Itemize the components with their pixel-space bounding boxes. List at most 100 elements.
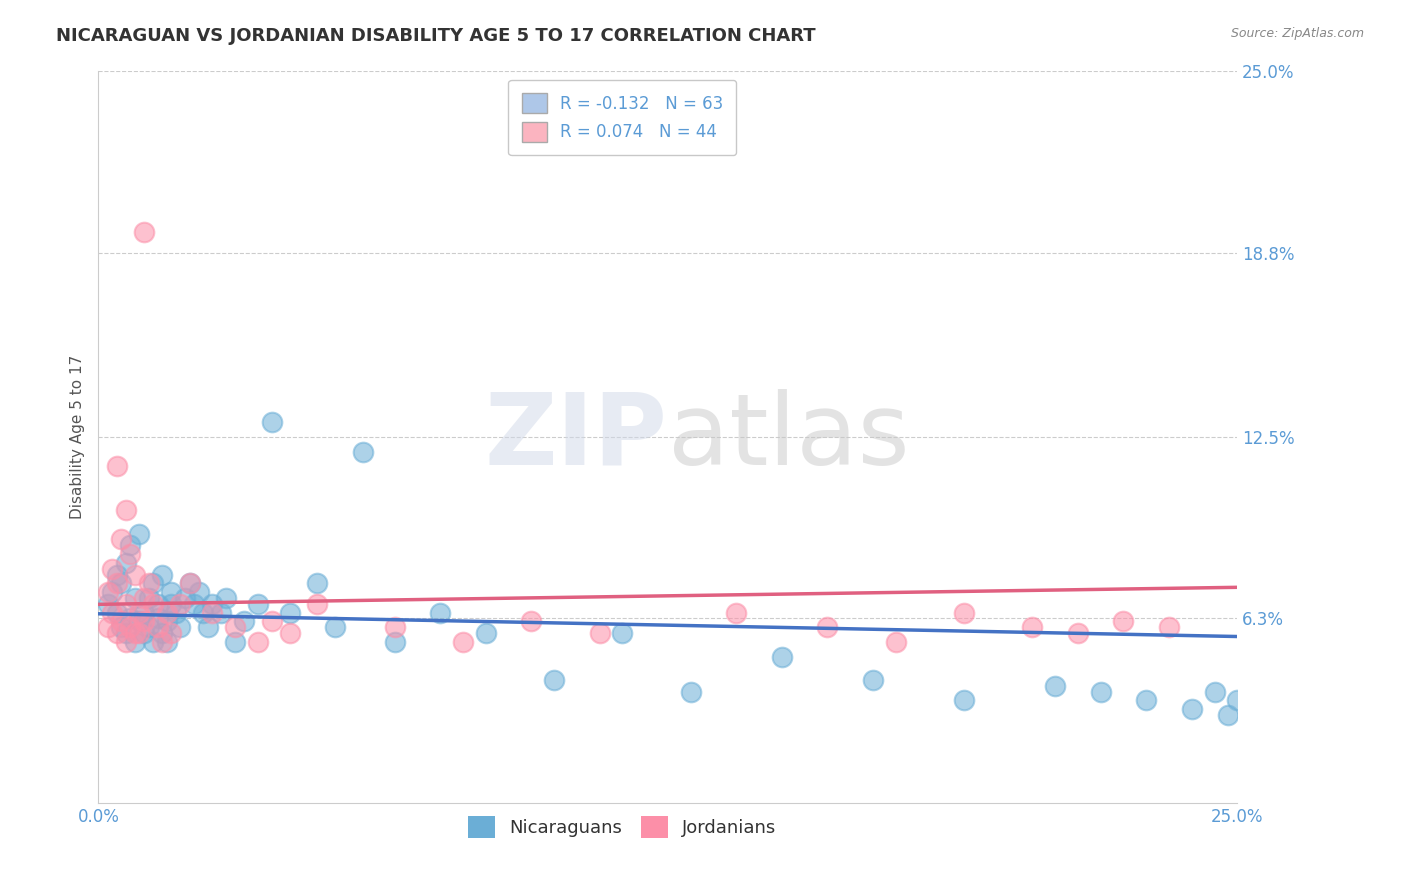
Point (307, 576, 329, 591)
Point (132, 225, 155, 239)
Point (725, 606, 748, 620)
Point (101, 562, 124, 576)
Point (124, 626, 146, 640)
Point (132, 591, 155, 605)
Point (179, 576, 201, 591)
Point (193, 606, 215, 620)
Point (150, 626, 173, 640)
Point (224, 635, 246, 649)
Point (114, 626, 136, 640)
Text: ZIP: ZIP (485, 389, 668, 485)
Point (105, 459, 128, 474)
Point (110, 615, 132, 629)
Point (543, 673, 565, 687)
Point (352, 444, 374, 458)
Point (201, 597, 224, 611)
Point (815, 620, 838, 634)
Point (114, 597, 136, 611)
Point (124, 591, 146, 605)
Point (197, 620, 219, 634)
Point (246, 597, 269, 611)
Point (156, 606, 179, 620)
Point (953, 693, 976, 707)
Point (150, 635, 173, 649)
Point (1021, 620, 1043, 634)
Point (224, 620, 246, 634)
Point (128, 606, 150, 620)
Point (215, 591, 238, 605)
Point (384, 635, 406, 649)
Point (862, 673, 884, 687)
Point (160, 597, 183, 611)
Point (246, 635, 269, 649)
Point (96, 585, 118, 599)
Point (114, 556, 136, 570)
Point (187, 585, 209, 599)
Y-axis label: Disability Age 5 to 17: Disability Age 5 to 17 (69, 355, 84, 519)
Point (169, 620, 191, 634)
Point (679, 684, 702, 698)
Point (233, 615, 256, 629)
Point (1090, 684, 1112, 698)
Point (105, 606, 128, 620)
Point (96, 597, 118, 611)
Point (114, 503, 136, 517)
Point (179, 576, 201, 591)
Point (146, 597, 169, 611)
Text: atlas: atlas (668, 389, 910, 485)
Point (120, 538, 142, 552)
Point (96, 620, 118, 634)
Point (110, 533, 132, 547)
Point (1135, 693, 1157, 707)
Point (138, 591, 160, 605)
Point (612, 626, 634, 640)
Point (174, 591, 197, 605)
Text: NICARAGUAN VS JORDANIAN DISABILITY AGE 5 TO 17 CORRELATION CHART: NICARAGUAN VS JORDANIAN DISABILITY AGE 5… (56, 27, 815, 45)
Point (1181, 702, 1204, 716)
Point (156, 615, 179, 629)
Point (183, 597, 205, 611)
Point (884, 635, 907, 649)
Point (429, 606, 451, 620)
Point (520, 615, 543, 629)
Point (138, 576, 160, 591)
Point (120, 611, 142, 625)
Point (278, 626, 301, 640)
Point (128, 615, 150, 629)
Point (142, 597, 165, 611)
Point (1112, 615, 1135, 629)
Point (770, 649, 793, 664)
Point (953, 606, 976, 620)
Point (451, 635, 474, 649)
Point (160, 585, 183, 599)
Point (474, 626, 496, 640)
Point (105, 626, 128, 640)
Point (128, 526, 150, 541)
Point (323, 620, 346, 634)
Point (156, 635, 179, 649)
Point (110, 620, 132, 634)
Point (105, 567, 128, 582)
Point (209, 606, 232, 620)
Point (142, 576, 165, 591)
Point (150, 567, 173, 582)
Point (260, 615, 283, 629)
Point (146, 620, 169, 634)
Point (278, 606, 301, 620)
Point (105, 576, 128, 591)
Point (101, 606, 124, 620)
Point (146, 611, 169, 625)
Point (132, 606, 155, 620)
Point (142, 635, 165, 649)
Point (132, 615, 155, 629)
Point (124, 635, 146, 649)
Point (1043, 679, 1066, 693)
Point (1204, 684, 1226, 698)
Point (120, 547, 142, 561)
Point (160, 626, 183, 640)
Point (138, 620, 160, 634)
Point (128, 626, 150, 640)
Text: Source: ZipAtlas.com: Source: ZipAtlas.com (1230, 27, 1364, 40)
Point (101, 585, 124, 599)
Point (169, 597, 191, 611)
